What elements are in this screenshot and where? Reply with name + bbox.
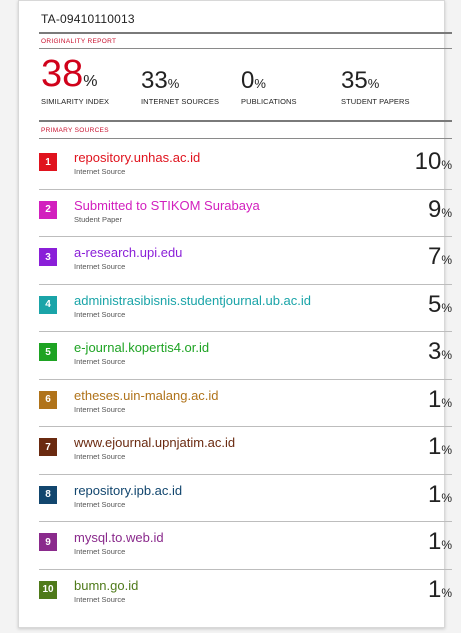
source-type: Internet Source bbox=[74, 499, 126, 509]
percent-sign: % bbox=[367, 76, 380, 91]
source-row[interactable]: 6 etheses.uin-malang.ac.id Internet Sour… bbox=[39, 380, 452, 427]
source-row[interactable]: 1 repository.unhas.ac.id Internet Source… bbox=[39, 142, 452, 190]
divider bbox=[39, 32, 452, 34]
source-match-percent: 1% bbox=[428, 576, 452, 604]
source-name[interactable]: repository.unhas.ac.id bbox=[74, 150, 201, 165]
percent-sign: % bbox=[83, 73, 98, 90]
source-name[interactable]: administrasibisnis.studentjournal.ub.ac.… bbox=[74, 292, 312, 308]
source-rank-badge: 4 bbox=[39, 295, 57, 314]
percent-sign: % bbox=[441, 395, 452, 410]
source-match-value: 9 bbox=[427, 195, 442, 223]
source-row[interactable]: 4 administrasibisnis.studentjournal.ub.a… bbox=[39, 285, 452, 332]
source-row[interactable]: 5 e-journal.kopertis4.or.id Internet Sou… bbox=[39, 332, 452, 380]
source-match-percent: 1% bbox=[428, 386, 452, 414]
source-name[interactable]: www.ejournal.upnjatim.ac.id bbox=[74, 435, 236, 450]
source-list: 1 repository.unhas.ac.id Internet Source… bbox=[39, 142, 452, 616]
publications-label: PUBLICATIONS bbox=[241, 97, 297, 106]
source-rank-badge: 6 bbox=[39, 390, 57, 409]
source-row[interactable]: 8 repository.ipb.ac.id Internet Source 1… bbox=[39, 475, 452, 522]
percent-sign: % bbox=[441, 585, 452, 600]
source-match-percent: 1% bbox=[428, 481, 452, 509]
source-name[interactable]: Submitted to STIKOM Surabaya bbox=[74, 197, 260, 213]
source-match-percent: 1% bbox=[428, 528, 452, 556]
source-name[interactable]: repository.ipb.ac.id bbox=[74, 482, 183, 498]
percent-sign: % bbox=[441, 348, 452, 362]
divider bbox=[39, 138, 452, 139]
source-match-percent: 9% bbox=[428, 196, 452, 224]
internet-sources-value: 33 bbox=[141, 67, 168, 94]
originality-report-label: ORIGINALITY REPORT bbox=[41, 38, 117, 45]
source-type: Student Paper bbox=[74, 214, 122, 224]
source-name[interactable]: e-journal.kopertis4.or.id bbox=[74, 340, 210, 355]
percent-sign: % bbox=[441, 205, 452, 220]
percent-sign: % bbox=[441, 253, 452, 267]
report-page: TA-09410110013 ORIGINALITY REPORT 38% SI… bbox=[18, 0, 452, 628]
source-name[interactable]: bumn.go.id bbox=[74, 577, 139, 593]
percent-sign: % bbox=[441, 538, 452, 552]
student-papers-value: 35 bbox=[341, 67, 368, 94]
source-rank-badge: 8 bbox=[39, 485, 57, 504]
source-match-percent: 3% bbox=[428, 338, 452, 366]
source-type: Internet Source bbox=[74, 594, 126, 604]
source-type: Internet Source bbox=[74, 309, 126, 319]
source-match-value: 1 bbox=[427, 385, 442, 413]
source-match-value: 3 bbox=[427, 338, 442, 365]
publications-value: 0 bbox=[241, 67, 255, 94]
source-name[interactable]: a-research.upi.edu bbox=[74, 245, 183, 260]
source-match-value: 1 bbox=[427, 575, 442, 603]
internet-sources-label: INTERNET SOURCES bbox=[141, 97, 220, 106]
source-type: Internet Source bbox=[74, 404, 126, 414]
source-rank-badge: 7 bbox=[39, 438, 57, 456]
source-match-value: 7 bbox=[427, 243, 442, 270]
document-id: TA-09410110013 bbox=[41, 12, 135, 26]
source-row[interactable]: 2 Submitted to STIKOM Surabaya Student P… bbox=[39, 190, 452, 237]
source-match-value: 10 bbox=[414, 148, 442, 175]
similarity-index-stat: 38% SIMILARITY INDEX bbox=[41, 53, 109, 106]
source-name[interactable]: etheses.uin-malang.ac.id bbox=[74, 387, 219, 403]
divider bbox=[39, 48, 452, 49]
source-row[interactable]: 7 www.ejournal.upnjatim.ac.id Internet S… bbox=[39, 427, 452, 475]
source-match-percent: 5% bbox=[428, 291, 452, 319]
source-match-value: 1 bbox=[427, 528, 442, 555]
source-rank-badge: 3 bbox=[39, 248, 57, 266]
percent-sign: % bbox=[441, 490, 452, 505]
source-match-value: 1 bbox=[427, 433, 442, 460]
student-papers-stat: 35% STUDENT PAPERS bbox=[341, 67, 410, 106]
source-rank-badge: 9 bbox=[39, 533, 57, 551]
student-papers-label: STUDENT PAPERS bbox=[341, 97, 410, 106]
source-name[interactable]: mysql.to.web.id bbox=[74, 530, 164, 545]
source-match-value: 1 bbox=[427, 480, 442, 508]
source-rank-badge: 1 bbox=[39, 153, 57, 171]
source-match-percent: 1% bbox=[428, 433, 452, 461]
percent-sign: % bbox=[441, 443, 452, 457]
source-row[interactable]: 10 bumn.go.id Internet Source 1% bbox=[39, 570, 452, 617]
source-type: Internet Source bbox=[74, 262, 126, 271]
source-match-percent: 7% bbox=[428, 243, 452, 271]
percent-sign: % bbox=[254, 76, 266, 91]
source-type: Internet Source bbox=[74, 167, 126, 176]
source-type: Internet Source bbox=[74, 547, 126, 556]
similarity-index-label: SIMILARITY INDEX bbox=[41, 97, 110, 106]
percent-sign: % bbox=[441, 300, 452, 315]
internet-sources-stat: 33% INTERNET SOURCES bbox=[141, 67, 219, 106]
primary-sources-label: PRIMARY SOURCES bbox=[41, 127, 109, 134]
percent-sign: % bbox=[167, 76, 180, 91]
source-rank-badge: 10 bbox=[39, 580, 57, 599]
source-match-percent: 10% bbox=[415, 148, 452, 176]
source-row[interactable]: 9 mysql.to.web.id Internet Source 1% bbox=[39, 522, 452, 570]
source-rank-badge: 2 bbox=[39, 200, 57, 219]
source-rank-badge: 5 bbox=[39, 343, 57, 361]
publications-stat: 0% PUBLICATIONS bbox=[241, 67, 297, 106]
similarity-index-value: 38 bbox=[41, 53, 84, 95]
source-type: Internet Source bbox=[74, 357, 126, 366]
source-match-value: 5 bbox=[427, 290, 442, 318]
source-row[interactable]: 3 a-research.upi.edu Internet Source 7% bbox=[39, 237, 452, 285]
source-type: Internet Source bbox=[74, 452, 126, 461]
divider bbox=[39, 120, 452, 122]
percent-sign: % bbox=[441, 158, 452, 172]
